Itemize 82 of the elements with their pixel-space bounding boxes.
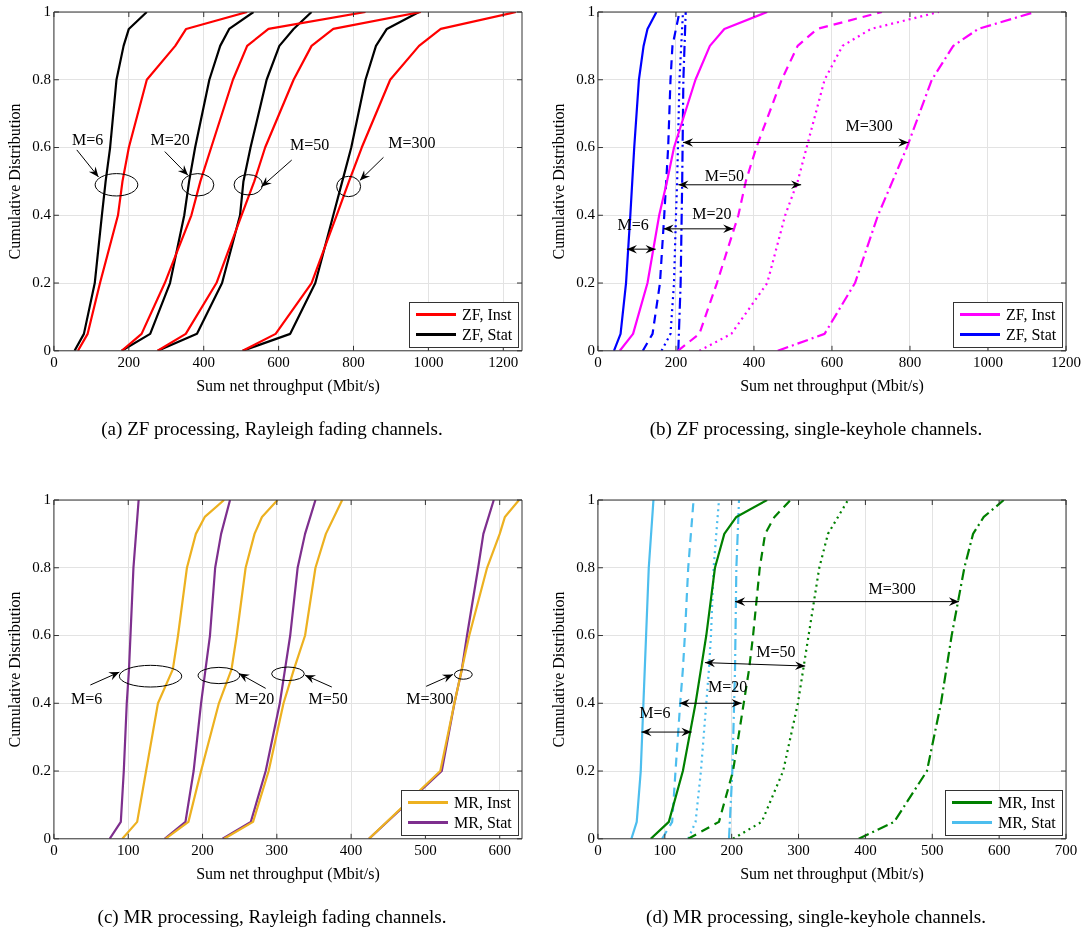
x-tick-label: 300 xyxy=(787,841,810,858)
x-tick-label: 600 xyxy=(987,841,1011,858)
y-tick-label: 0.6 xyxy=(576,138,596,155)
x-axis-title: Sum net throughput (Mbit/s) xyxy=(740,864,924,883)
x-tick-label: 200 xyxy=(720,841,743,858)
y-axis-title: Cumulative Distribution xyxy=(5,591,23,748)
legend-label: MR, Stat xyxy=(454,812,512,833)
text: (a) ZF processing, Rayleigh fading channels. xyxy=(100,418,444,440)
x-tick-label: 200 xyxy=(191,841,214,858)
y-tick-label: 0.4 xyxy=(576,206,596,223)
y-tick-label: 0.2 xyxy=(32,761,51,778)
y-tick-label: 0.6 xyxy=(32,138,52,155)
y-tick-label: 1 xyxy=(43,2,51,19)
y-tick-label: 0.6 xyxy=(32,626,52,643)
x-tick-label: 800 xyxy=(342,353,365,370)
y-tick-label: 0 xyxy=(587,341,595,358)
y-tick-label: 0 xyxy=(43,341,51,358)
annotation: M=300 xyxy=(845,117,893,135)
x-tick-label: 700 xyxy=(1054,841,1078,858)
annotation: M=50 xyxy=(308,690,348,708)
y-tick-label: 1 xyxy=(587,2,595,19)
text: (b) ZF processing, single-keyhole channels. xyxy=(648,418,984,440)
x-tick-label: 1000 xyxy=(972,353,1003,370)
y-tick-label: 0 xyxy=(587,829,595,846)
x-tick-label: 400 xyxy=(854,841,877,858)
y-tick-label: 1 xyxy=(587,490,595,507)
annotation: M=20 xyxy=(150,130,190,148)
x-tick-label: 200 xyxy=(664,353,688,370)
x-tick-label: 400 xyxy=(742,353,766,370)
legend-label: MR, Inst xyxy=(454,792,511,813)
annotation: M=50 xyxy=(756,642,796,660)
x-tick-label: 100 xyxy=(653,841,677,858)
annotation: M=6 xyxy=(71,690,103,708)
annotation: M=50 xyxy=(704,166,744,184)
annotation: M=300 xyxy=(406,690,454,708)
y-tick-label: 0 xyxy=(43,829,51,846)
annotation: M=50 xyxy=(290,136,330,154)
y-tick-label: 0.2 xyxy=(576,761,595,778)
y-tick-label: 0.8 xyxy=(576,70,595,87)
y-tick-label: 0.4 xyxy=(576,694,596,711)
x-tick-label: 600 xyxy=(488,841,511,858)
x-tick-label: 500 xyxy=(414,841,437,858)
annotation: M=300 xyxy=(388,134,436,152)
annotation: M=6 xyxy=(72,130,104,148)
x-tick-label: 400 xyxy=(192,353,215,370)
annotation: M=20 xyxy=(692,205,732,223)
x-tick-label: 100 xyxy=(116,841,140,858)
x-tick-label: 1200 xyxy=(1051,353,1081,370)
x-tick-label: 800 xyxy=(898,353,922,370)
y-axis-title: Cumulative Distribution xyxy=(549,103,567,260)
x-tick-label: 1000 xyxy=(413,353,444,370)
text: (d) MR processing, single-keyhole channels. xyxy=(645,906,987,928)
annotation: M=300 xyxy=(868,579,916,597)
y-tick-label: 0.2 xyxy=(576,273,595,290)
legend-label: MR, Stat xyxy=(998,812,1056,833)
y-tick-label: 0.4 xyxy=(32,206,52,223)
x-tick-label: 300 xyxy=(265,841,289,858)
y-tick-label: 0.2 xyxy=(32,273,51,290)
x-tick-label: 400 xyxy=(339,841,363,858)
text: (c) MR processing, Rayleigh fading channels. xyxy=(96,906,448,928)
legend-label: ZF, Inst xyxy=(462,304,512,325)
legend-label: ZF, Stat xyxy=(462,324,513,345)
x-tick-label: 1200 xyxy=(488,353,519,370)
y-tick-label: 1 xyxy=(43,490,51,507)
x-axis-title: Sum net throughput (Mbit/s) xyxy=(196,864,380,883)
y-tick-label: 0.6 xyxy=(576,626,596,643)
legend-label: MR, Inst xyxy=(998,792,1055,813)
y-tick-label: 0.8 xyxy=(32,558,51,575)
y-axis-title: Cumulative Distribution xyxy=(549,591,567,748)
x-tick-label: 500 xyxy=(921,841,944,858)
y-tick-label: 0.4 xyxy=(32,694,52,711)
x-axis-title: Sum net throughput (Mbit/s) xyxy=(196,376,380,395)
legend-label: ZF, Stat xyxy=(1006,324,1057,345)
legend-label: ZF, Inst xyxy=(1006,304,1056,325)
x-tick-label: 200 xyxy=(117,353,141,370)
y-axis-title: Cumulative Distribution xyxy=(5,103,23,260)
annotation: M=20 xyxy=(234,690,275,708)
x-tick-label: 600 xyxy=(267,353,290,370)
y-tick-label: 0.8 xyxy=(32,70,51,87)
y-tick-label: 0.8 xyxy=(576,558,595,575)
x-tick-label: 600 xyxy=(820,353,844,370)
x-axis-title: Sum net throughput (Mbit/s) xyxy=(740,376,924,395)
